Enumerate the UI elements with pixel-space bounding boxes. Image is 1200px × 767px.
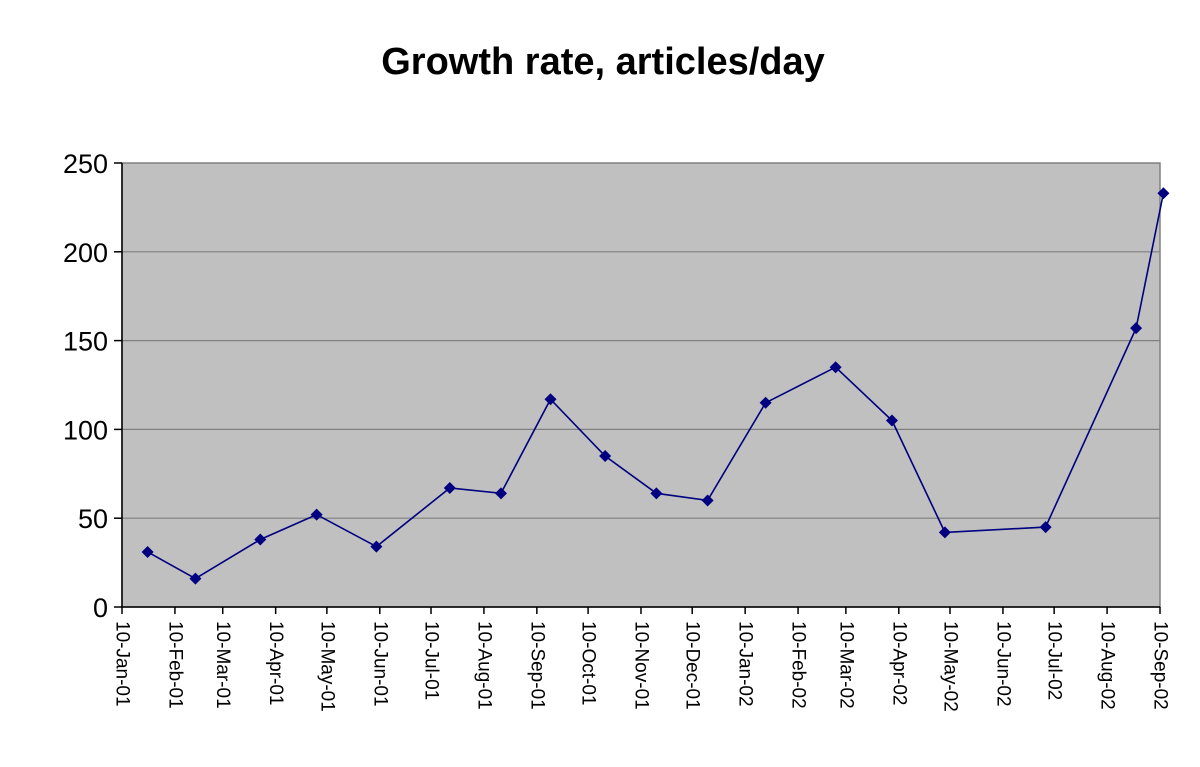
y-tick-label: 250: [63, 149, 108, 179]
x-tick-label: 10-May-01: [316, 621, 337, 712]
data-point-marker: [189, 572, 202, 585]
x-tick-label: 10-Apr-01: [265, 621, 286, 706]
data-point-marker: [938, 526, 951, 539]
x-tick-label: 10-Apr-02: [888, 621, 909, 706]
chart-title: Growth rate, articles/day: [381, 41, 825, 83]
x-tick-label: 10-Mar-01: [212, 621, 233, 709]
y-tick-label: 50: [78, 504, 108, 534]
data-point-marker: [443, 482, 456, 495]
x-tick-label: 10-Aug-01: [473, 621, 494, 710]
data-point-marker: [254, 533, 267, 546]
x-tick-label: 10-Dec-01: [682, 621, 703, 710]
x-tick-label: 10-Sep-02: [1150, 621, 1171, 710]
x-tick-label: 10-Aug-02: [1097, 621, 1118, 710]
data-point-marker: [1157, 187, 1170, 200]
x-tick-label: 10-Jul-02: [1044, 621, 1065, 700]
series-line: [147, 193, 1165, 580]
x-tick-label: 10-Mar-02: [835, 621, 856, 709]
y-axis-ticks: 0 50 100 150 200 250: [63, 149, 122, 623]
data-point-marker: [544, 393, 557, 406]
x-tick-label: 10-Nov-01: [631, 621, 652, 710]
x-tick-label: 10-Oct-01: [578, 621, 599, 705]
data-point-marker: [1039, 521, 1052, 534]
x-tick-label: 10-Sep-01: [526, 621, 547, 710]
data-point-marker: [701, 494, 714, 507]
data-point-marker: [650, 487, 663, 500]
x-tick-label: 10-Feb-02: [788, 621, 809, 709]
data-point-marker: [599, 450, 612, 463]
y-tick-label: 100: [63, 415, 108, 445]
x-tick-label: 10-Jul-01: [421, 621, 442, 700]
y-tick-label: 200: [63, 238, 108, 268]
data-point-marker: [495, 487, 508, 500]
data-point-marker: [1130, 322, 1143, 335]
x-tick-label: 10-Jan-01: [112, 621, 133, 707]
x-tick-label: 10-Jun-01: [369, 621, 390, 707]
data-point-marker: [829, 361, 842, 374]
x-tick-label: 10-Feb-01: [164, 621, 185, 709]
y-tick-label: 0: [93, 593, 108, 623]
data-point-marker: [141, 545, 154, 558]
series-layer: [141, 187, 1170, 585]
x-axis-ticks: 10-Jan-01 10-Feb-01 10-Mar-01 10-Apr-01 10-M…: [112, 607, 1171, 712]
x-tick-label: 10-May-02: [940, 621, 961, 712]
y-tick-label: 150: [63, 327, 108, 357]
data-point-marker: [759, 396, 772, 409]
plot-area: [121, 162, 1161, 608]
x-tick-label: 10-Jan-02: [735, 621, 756, 707]
data-point-marker: [885, 414, 898, 427]
x-tick-label: 10-Jun-02: [992, 621, 1013, 707]
data-point-marker: [370, 540, 383, 553]
data-point-marker: [310, 508, 323, 521]
gridlines: [122, 251, 1160, 519]
